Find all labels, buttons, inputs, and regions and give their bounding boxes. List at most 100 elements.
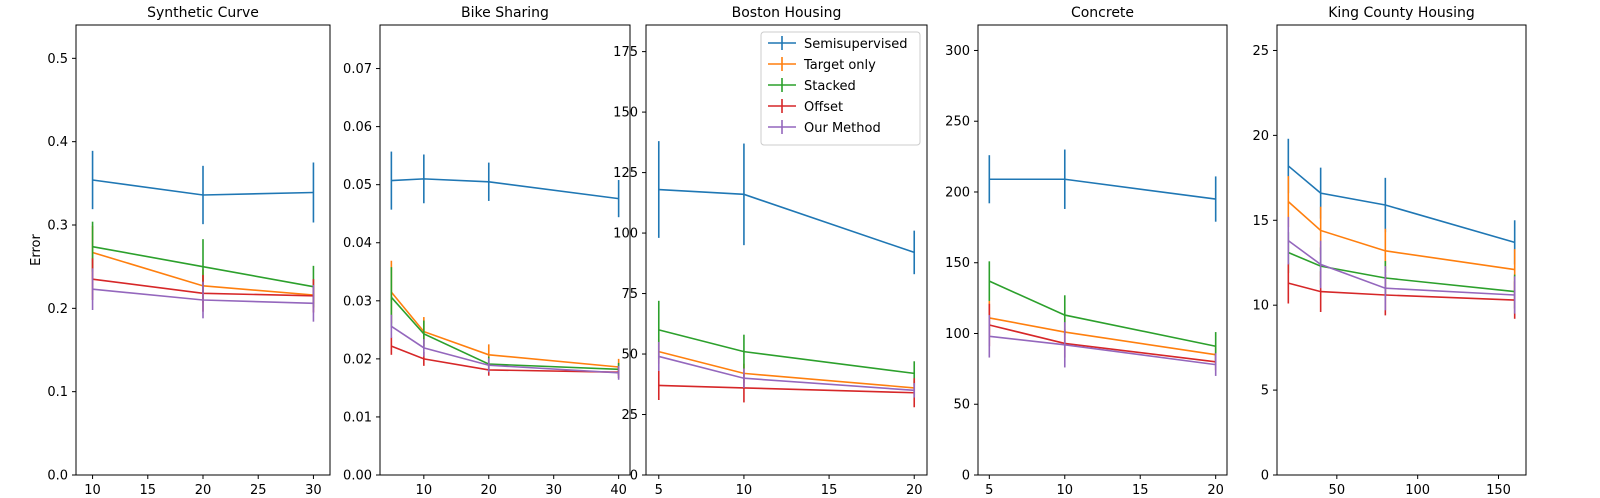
y-axis-label: Error: [29, 234, 44, 266]
y-tick-label: 0.02: [343, 352, 372, 367]
axes-frame: [379, 24, 631, 476]
x-tick-label: 15: [140, 483, 157, 498]
y-tick-label: 15: [1252, 214, 1269, 229]
y-tick-label: 300: [945, 44, 970, 59]
legend-label: Our Method: [804, 121, 881, 136]
series-line: [391, 345, 619, 374]
x-tick-label: 10: [736, 483, 753, 498]
series-our-method: [657, 341, 916, 398]
y-tick-label: 20: [1252, 129, 1269, 144]
y-tick-label: 0.01: [343, 410, 372, 425]
y-tick-label: 0: [962, 469, 970, 484]
y-tick-label: 100: [613, 227, 638, 242]
legend-label: Stacked: [804, 79, 856, 94]
series-semisupervised: [390, 151, 620, 218]
x-tick-label: 15: [821, 483, 838, 498]
x-tick-label: 150: [1486, 483, 1511, 498]
series-line: [391, 178, 619, 200]
y-tick-label: 0: [1261, 469, 1269, 484]
legend-item-our-method: Our Method: [768, 120, 881, 136]
y-tick-label: 5: [1261, 384, 1269, 399]
y-tick-label: 0.03: [343, 294, 372, 309]
x-tick-label: 20: [906, 483, 923, 498]
y-tick-label: 100: [945, 327, 970, 342]
series-line: [390, 291, 619, 368]
x-tick-label: 20: [480, 483, 497, 498]
series-semisupervised: [91, 150, 315, 225]
y-tick-label: 0.2: [47, 302, 68, 317]
y-tick-label: 0.4: [47, 135, 68, 150]
y-tick-label: 0.3: [47, 219, 68, 234]
x-tick-label: 20: [195, 483, 212, 498]
series-line: [1287, 165, 1515, 244]
y-tick-label: 0.00: [343, 469, 372, 484]
y-tick-label: 150: [613, 106, 638, 121]
legend-item-semisupervised: Semisupervised: [768, 36, 907, 52]
y-tick-label: 0.5: [47, 52, 68, 67]
x-tick-label: 100: [1405, 483, 1430, 498]
y-tick-label: 0.07: [343, 62, 372, 77]
y-tick-label: 200: [945, 185, 970, 200]
x-tick-label: 5: [655, 483, 663, 498]
y-tick-label: 0.1: [47, 385, 68, 400]
series-line: [1288, 282, 1515, 301]
series-semisupervised: [657, 141, 916, 275]
x-tick-label: 10: [1056, 483, 1073, 498]
legend-item-stacked: Stacked: [768, 78, 856, 94]
x-tick-label: 15: [1132, 483, 1149, 498]
series-line: [1287, 201, 1515, 271]
legend-item-target-only: Target only: [768, 57, 876, 73]
legend: Semisupervised Target only Stacked Offset Ou…: [760, 31, 921, 146]
x-tick-label: 50: [1329, 483, 1346, 498]
y-tick-label: 50: [953, 398, 970, 413]
y-tick-label: 25: [621, 408, 638, 423]
panel-king-county-housing: King County Housing 50 100 150 0 5 10 15 20 25: [1252, 5, 1527, 498]
x-tick-label: 40: [610, 483, 627, 498]
y-tick-label: 0.05: [343, 178, 372, 193]
series-line: [390, 325, 619, 374]
panel-boston-housing: Boston Housing 5 10 15 20 0 25 50 75 100 125 150 175…: [613, 5, 928, 498]
panel-title: King County Housing: [1328, 5, 1475, 21]
x-tick-label: 30: [545, 483, 562, 498]
series-our-method: [1287, 216, 1516, 314]
y-tick-label: 0.0: [47, 469, 68, 484]
series-our-method: [988, 315, 1217, 376]
panel-title: Bike Sharing: [461, 5, 549, 21]
legend-label: Target only: [803, 58, 876, 73]
panel-bike-sharing: Bike Sharing 10 20 30 40 0.00 0.01 0.02 0.03 0.04…: [343, 5, 631, 498]
axes-frame: [645, 24, 928, 476]
axes-frame: [977, 24, 1228, 476]
panel-title: Synthetic Curve: [147, 5, 259, 21]
y-tick-label: 0: [630, 469, 638, 484]
axes-frame: [1276, 24, 1527, 476]
series-semisupervised: [988, 149, 1217, 222]
axes-frame: [75, 24, 331, 476]
x-tick-label: 20: [1207, 483, 1224, 498]
y-tick-label: 25: [1252, 44, 1269, 59]
y-tick-label: 150: [945, 256, 970, 271]
y-tick-label: 0.06: [343, 120, 372, 135]
x-tick-label: 10: [416, 483, 433, 498]
series-our-method: [390, 314, 620, 380]
x-tick-label: 5: [985, 483, 993, 498]
x-tick-label: 30: [305, 483, 322, 498]
legend-box: [760, 31, 921, 146]
y-tick-label: 75: [621, 287, 638, 302]
y-tick-label: 10: [1252, 299, 1269, 314]
legend-item-offset: Offset: [768, 99, 843, 115]
y-tick-label: 125: [613, 166, 638, 181]
y-tick-label: 50: [621, 348, 638, 363]
y-tick-label: 250: [945, 115, 970, 130]
legend-label: Semisupervised: [804, 37, 907, 52]
panel-title: Boston Housing: [732, 5, 842, 21]
panel-title: Concrete: [1071, 5, 1134, 21]
series-line: [390, 296, 619, 371]
series-line: [1287, 240, 1515, 296]
legend-label: Offset: [804, 100, 843, 115]
y-tick-label: 175: [613, 45, 638, 60]
panel-synthetic-curve: Synthetic Curve 10 15 20 25 30 0.0 0.1 0.2 0.3 0.4…: [47, 5, 331, 498]
series-our-method: [91, 268, 315, 322]
x-tick-label: 25: [250, 483, 267, 498]
